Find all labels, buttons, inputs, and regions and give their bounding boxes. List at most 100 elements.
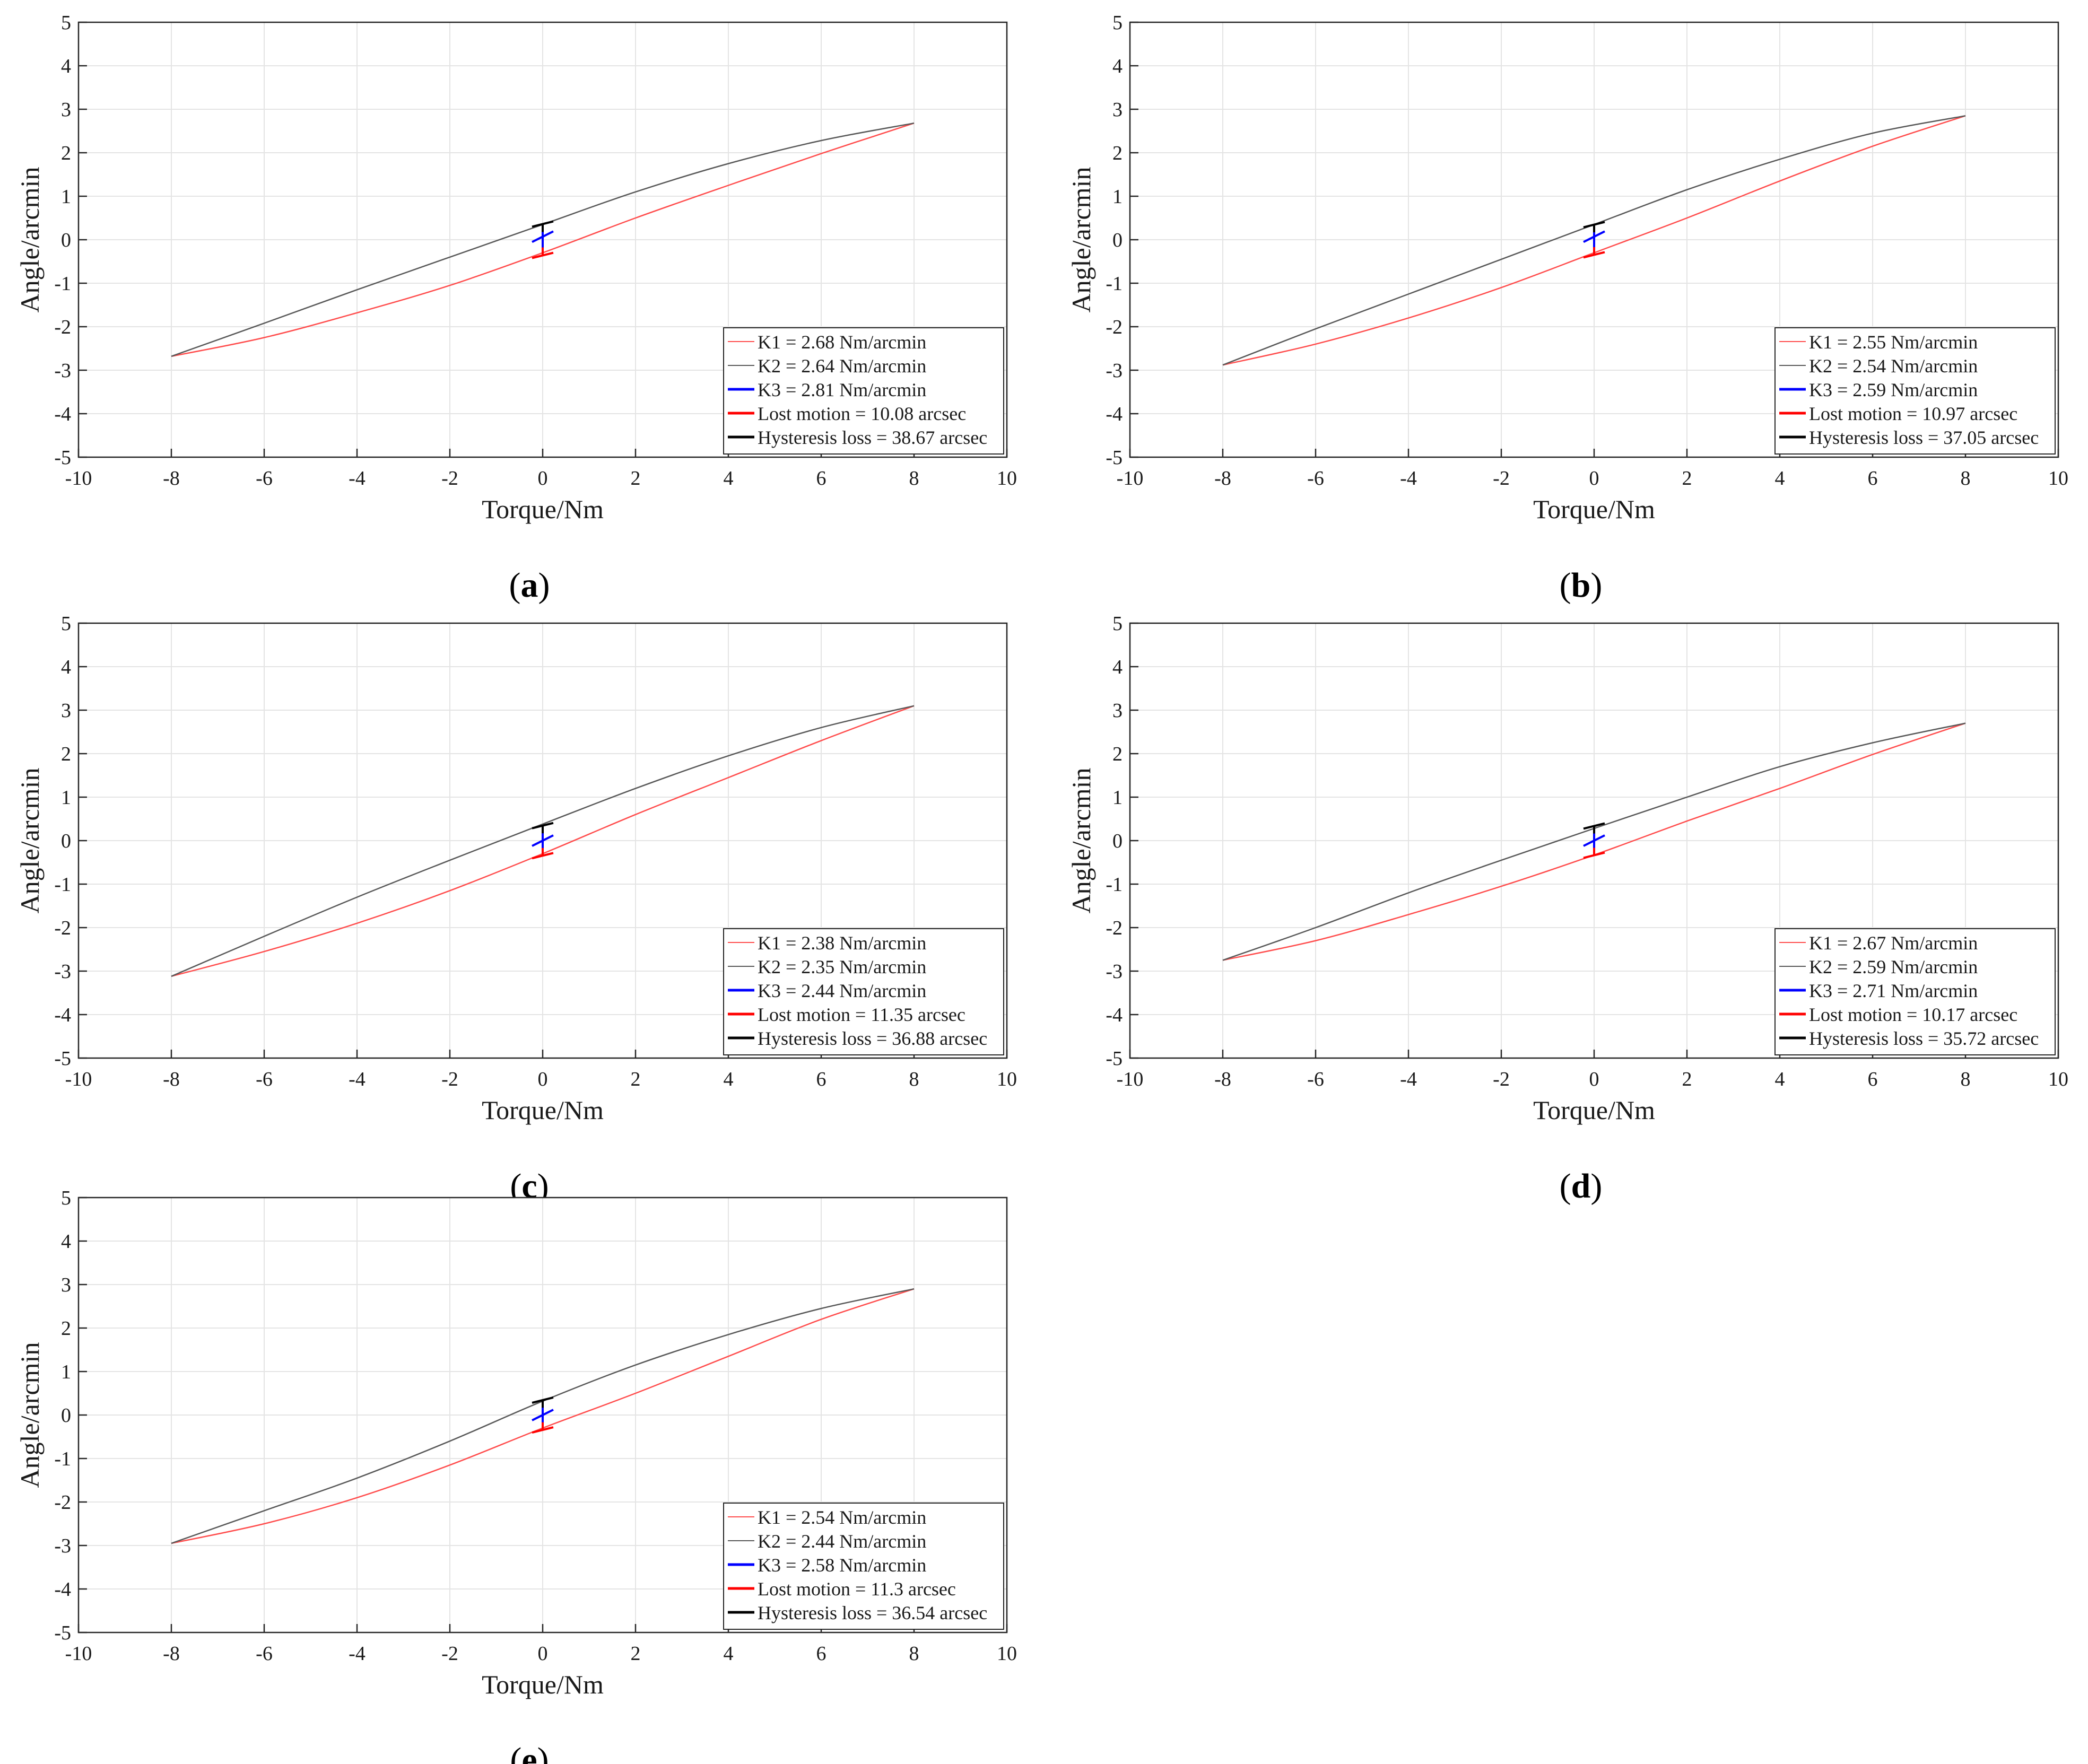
legend-box <box>723 928 1004 1055</box>
x-tick-label: 2 <box>1682 467 1692 490</box>
legend-entry: Hysteresis loss = 37.05 arcsec <box>1809 427 2039 448</box>
caption-paren-close: ) <box>1590 1167 1602 1206</box>
caption-paren-open: ( <box>510 1167 521 1206</box>
y-axis-label: Angle/arcmin <box>1066 768 1096 914</box>
legend-entry: Lost motion = 11.3 arcsec <box>758 1578 956 1600</box>
legend-box <box>723 1503 1004 1630</box>
x-tick-label: -6 <box>256 1068 273 1090</box>
legend-entry: Hysteresis loss = 36.54 arcsec <box>758 1602 987 1623</box>
x-tick-label: -8 <box>163 1643 180 1665</box>
x-tick-label: -10 <box>65 1643 92 1665</box>
caption-paren-close: ) <box>1590 566 1602 605</box>
legend-entry: Hysteresis loss = 38.67 arcsec <box>758 427 987 448</box>
y-tick-label: 3 <box>61 99 71 121</box>
caption-paren-close: ) <box>537 1741 549 1764</box>
y-tick-label: -1 <box>54 273 71 295</box>
y-tick-label: 4 <box>61 1230 71 1253</box>
x-tick-label: 8 <box>909 1643 919 1665</box>
y-tick-label: -2 <box>54 1491 71 1514</box>
series-line-k2 <box>171 705 915 977</box>
y-tick-label: -4 <box>54 1578 71 1601</box>
x-tick-label: 6 <box>1868 1068 1878 1090</box>
y-tick-label: 5 <box>61 613 71 635</box>
x-axis-label: Torque/Nm <box>482 1670 604 1699</box>
legend-entry: K1 = 2.38 Nm/arcmin <box>758 932 926 954</box>
legend-entry: K2 = 2.64 Nm/arcmin <box>758 355 926 377</box>
legend-entry: K2 = 2.44 Nm/arcmin <box>758 1531 926 1552</box>
x-tick-label: 4 <box>1775 1068 1785 1090</box>
x-tick-label: -4 <box>1400 1068 1417 1090</box>
y-tick-label: 5 <box>61 1187 71 1209</box>
panel-caption: (d) <box>1560 1167 1603 1206</box>
y-tick-label: 3 <box>61 700 71 722</box>
x-tick-label: 10 <box>2048 1068 2068 1090</box>
x-tick-label: -2 <box>1493 1068 1510 1090</box>
x-tick-label: 4 <box>1775 467 1785 490</box>
x-tick-label: 2 <box>631 1643 641 1665</box>
legend-box <box>1774 327 2056 455</box>
y-tick-label: -1 <box>54 874 71 896</box>
y-tick-label: 1 <box>1112 787 1123 809</box>
y-tick-label: 0 <box>1112 830 1123 852</box>
legend-entry: Lost motion = 11.35 arcsec <box>758 1004 965 1025</box>
x-tick-label: -8 <box>1214 467 1231 490</box>
x-tick-label: 6 <box>816 467 826 490</box>
legend-box <box>1774 928 2056 1055</box>
panel-caption: (b) <box>1560 566 1603 605</box>
caption-paren-open: ( <box>510 1741 521 1764</box>
k3-marker-slope <box>1583 834 1605 847</box>
y-tick-label: -5 <box>1106 447 1123 469</box>
lost-motion-marker-cap <box>532 251 554 259</box>
panel-caption: (e) <box>510 1741 549 1764</box>
x-tick-label: 10 <box>2048 467 2068 490</box>
y-tick-label: -4 <box>1106 1004 1123 1026</box>
hysteresis-marker-cap <box>1583 822 1605 830</box>
panel-e: -10 -8 -6 -4 -2 0 2 4 6 8 10-5-4-3-2-1012345Torque… <box>15 1187 1017 1764</box>
x-tick-label: -10 <box>65 467 92 490</box>
legend: K1 = 2.54 Nm/arcmin K2 = 2.44 Nm/arcmin K3… <box>723 1503 1004 1630</box>
y-tick-label: -3 <box>1106 960 1123 983</box>
x-tick-label: -10 <box>65 1068 92 1090</box>
y-axis-label: Angle/arcmin <box>15 1342 45 1488</box>
y-tick-label: 4 <box>61 656 71 678</box>
x-tick-label: 4 <box>724 1068 734 1090</box>
lost-motion-marker-cap <box>532 1426 554 1434</box>
y-axis-label: Angle/arcmin <box>15 768 45 914</box>
x-tick-label: 8 <box>1961 1068 1971 1090</box>
y-tick-label: 2 <box>1112 142 1123 164</box>
y-tick-label: -2 <box>1106 316 1123 338</box>
legend-entry: K3 = 2.44 Nm/arcmin <box>758 980 926 1001</box>
y-tick-label: -5 <box>54 1047 71 1070</box>
legend-entry: K3 = 2.59 Nm/arcmin <box>1809 379 1978 400</box>
y-tick-label: -5 <box>54 1622 71 1644</box>
x-tick-label: 10 <box>997 1068 1017 1090</box>
y-tick-label: -4 <box>54 1004 71 1026</box>
legend-entry: K1 = 2.55 Nm/arcmin <box>1809 331 1978 353</box>
y-tick-label: 5 <box>1112 613 1123 635</box>
x-tick-label: 8 <box>1961 467 1971 490</box>
legend-entry: Lost motion = 10.17 arcsec <box>1809 1004 2017 1025</box>
y-tick-label: 0 <box>61 1404 71 1427</box>
caption-paren-open: ( <box>1560 566 1571 605</box>
x-tick-label: 0 <box>538 1068 548 1090</box>
caption-letter: a <box>521 566 538 605</box>
y-tick-label: -1 <box>54 1448 71 1470</box>
x-tick-label: -4 <box>349 1068 366 1090</box>
x-tick-label: 0 <box>538 467 548 490</box>
lost-motion-marker-cap <box>1583 251 1605 259</box>
hysteresis-marker-cap <box>532 1396 554 1404</box>
x-tick-label: -8 <box>163 467 180 490</box>
x-tick-label: -6 <box>256 1643 273 1665</box>
x-tick-label: 2 <box>1682 1068 1692 1090</box>
x-tick-label: -2 <box>441 467 458 490</box>
y-tick-label: -2 <box>54 316 71 338</box>
caption-paren-open: ( <box>509 566 521 605</box>
y-tick-label: 3 <box>61 1274 71 1296</box>
k3-marker-slope <box>532 1409 554 1421</box>
legend-entry: Hysteresis loss = 36.88 arcsec <box>758 1028 987 1049</box>
x-axis-label: Torque/Nm <box>482 494 604 524</box>
panel-c: -10 -8 -6 -4 -2 0 2 4 6 8 10-5-4-3-2-1012345Torque… <box>15 613 1017 1206</box>
panel-d: -10 -8 -6 -4 -2 0 2 4 6 8 10-5-4-3-2-1012345Torque… <box>1066 613 2068 1206</box>
